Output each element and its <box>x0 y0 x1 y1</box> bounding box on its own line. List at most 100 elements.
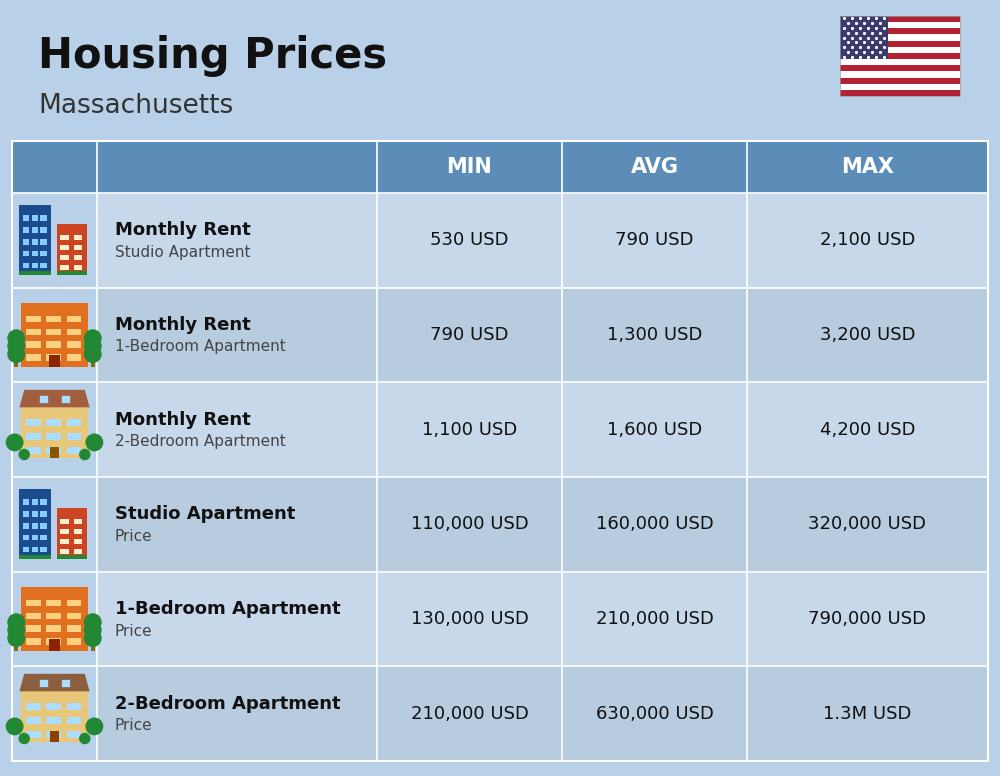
Bar <box>12 572 988 667</box>
Bar <box>46 354 61 361</box>
Bar <box>67 600 81 606</box>
Bar <box>12 288 988 383</box>
Text: Monthly Rent: Monthly Rent <box>115 411 251 428</box>
Polygon shape <box>19 674 90 691</box>
Text: Price: Price <box>115 528 153 544</box>
Bar <box>60 265 69 270</box>
Bar <box>40 239 47 244</box>
Text: 160,000 USD: 160,000 USD <box>596 515 713 533</box>
Text: 210,000 USD: 210,000 USD <box>596 610 713 628</box>
Circle shape <box>7 613 25 631</box>
Bar <box>60 549 69 554</box>
Bar <box>840 71 960 78</box>
Bar <box>46 717 61 724</box>
Bar <box>32 227 38 233</box>
Bar <box>67 354 81 361</box>
Circle shape <box>7 329 25 347</box>
Bar <box>840 28 960 34</box>
Bar <box>23 511 29 517</box>
Bar <box>46 433 61 440</box>
Bar <box>60 255 69 260</box>
Bar <box>40 535 47 540</box>
Bar <box>40 227 47 233</box>
Circle shape <box>18 733 30 744</box>
Circle shape <box>85 718 103 736</box>
Bar <box>840 65 960 71</box>
Text: Price: Price <box>115 718 153 733</box>
Bar <box>23 547 29 553</box>
Bar <box>21 407 88 459</box>
Text: 1,100 USD: 1,100 USD <box>422 421 517 438</box>
Circle shape <box>84 345 102 363</box>
Text: 790 USD: 790 USD <box>430 326 509 344</box>
Bar <box>26 447 41 454</box>
Bar <box>840 84 960 90</box>
Text: 320,000 USD: 320,000 USD <box>808 515 926 533</box>
Bar <box>840 23 960 28</box>
Bar <box>12 288 97 383</box>
Bar <box>74 265 82 270</box>
Bar <box>26 702 41 710</box>
Text: 210,000 USD: 210,000 USD <box>411 705 528 722</box>
Bar <box>57 224 87 275</box>
Bar <box>12 141 988 193</box>
Text: Studio Apartment: Studio Apartment <box>115 505 295 523</box>
Bar <box>74 244 82 250</box>
Bar <box>19 271 51 275</box>
Bar <box>60 234 69 240</box>
Bar <box>26 341 41 348</box>
Bar <box>60 244 69 250</box>
Circle shape <box>84 338 102 355</box>
Bar <box>32 251 38 257</box>
Bar <box>14 351 18 367</box>
Bar <box>40 511 47 517</box>
Bar <box>67 447 81 454</box>
Text: MIN: MIN <box>447 157 492 177</box>
Bar <box>67 717 81 724</box>
Bar <box>61 678 70 687</box>
Bar <box>91 351 95 367</box>
Bar <box>23 499 29 504</box>
Circle shape <box>7 345 25 363</box>
Bar <box>23 263 29 268</box>
Bar <box>46 638 61 645</box>
Bar <box>12 477 97 572</box>
Text: Studio Apartment: Studio Apartment <box>115 245 250 260</box>
Bar <box>23 239 29 244</box>
Text: 1.3M USD: 1.3M USD <box>823 705 912 722</box>
Circle shape <box>79 733 91 744</box>
Bar <box>32 215 38 220</box>
Bar <box>67 316 81 322</box>
Bar <box>26 717 41 724</box>
Bar <box>46 418 61 426</box>
Bar <box>32 239 38 244</box>
Bar <box>57 555 87 559</box>
Bar <box>26 638 41 645</box>
Bar <box>26 600 41 606</box>
Bar <box>12 667 988 761</box>
Bar <box>840 40 960 47</box>
Bar <box>840 16 888 59</box>
Text: AVG: AVG <box>631 157 678 177</box>
Bar <box>12 193 97 288</box>
Bar <box>74 234 82 240</box>
Bar <box>39 678 48 687</box>
Bar <box>21 303 88 367</box>
Circle shape <box>7 338 25 355</box>
Bar <box>26 731 41 738</box>
Text: 1-Bedroom Apartment: 1-Bedroom Apartment <box>115 600 341 618</box>
Circle shape <box>85 434 103 452</box>
Bar <box>60 528 69 534</box>
Bar <box>67 612 81 619</box>
Bar <box>57 508 87 559</box>
Bar <box>74 539 82 544</box>
Text: 630,000 USD: 630,000 USD <box>596 705 713 722</box>
Text: Housing Prices: Housing Prices <box>38 35 387 77</box>
Circle shape <box>6 718 24 736</box>
Bar <box>74 518 82 524</box>
Bar <box>26 354 41 361</box>
Bar <box>67 731 81 738</box>
Text: 1,600 USD: 1,600 USD <box>607 421 702 438</box>
Bar <box>46 447 61 454</box>
Circle shape <box>6 434 24 452</box>
